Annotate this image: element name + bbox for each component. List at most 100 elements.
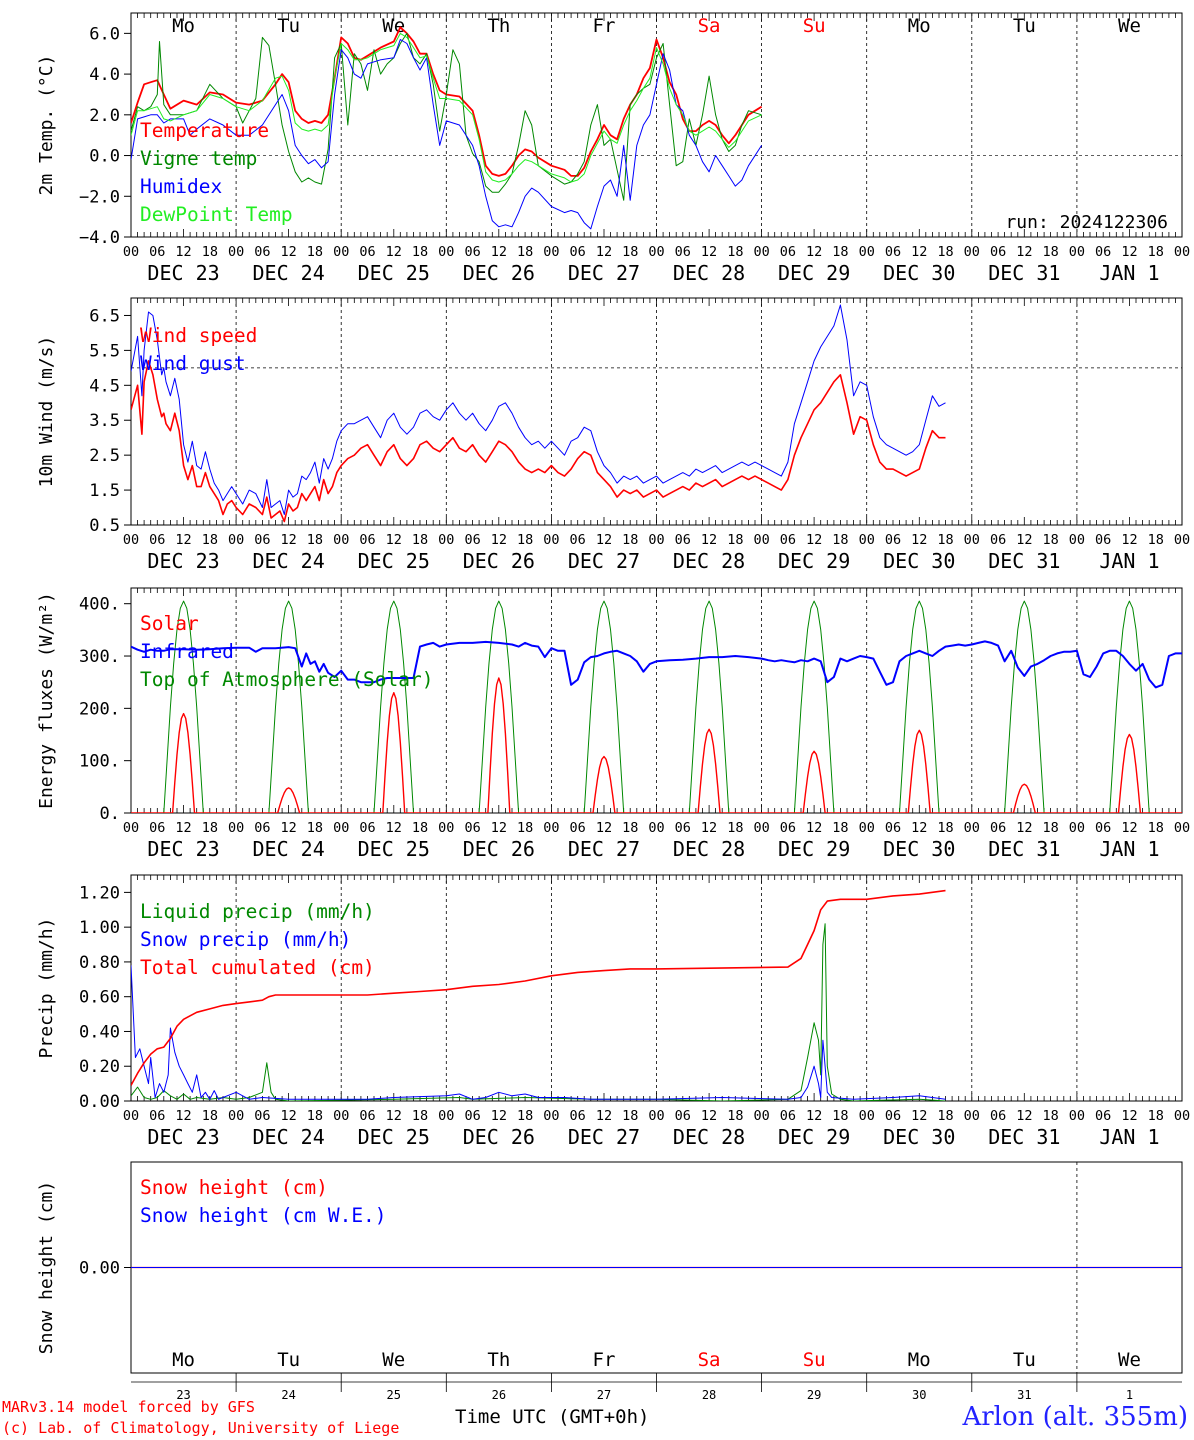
hour-tick-label: 18 <box>727 820 743 836</box>
series-line-precip-0 <box>131 923 946 1101</box>
hour-tick-label: 00 <box>228 820 244 836</box>
day-number-label: 31 <box>1017 1388 1031 1402</box>
hour-tick-label: 18 <box>622 532 638 548</box>
hour-tick-label: 00 <box>859 532 875 548</box>
weekday-label: Mo <box>908 1349 931 1371</box>
hour-tick-label: 12 <box>281 532 297 548</box>
legend-entry: Vigne temp <box>140 147 257 170</box>
hour-tick-label: 12 <box>701 1108 717 1124</box>
hour-tick-label: 12 <box>175 1108 191 1124</box>
temperature-panel: −4.0 −2.0 0.0 2.0 4.0 6.0 2m Temp. (°C) Mo Tu We T… <box>36 12 1190 285</box>
hour-tick-label: 00 <box>753 820 769 836</box>
hour-tick-label: 06 <box>885 532 901 548</box>
run-annotation: run: 2024122306 <box>1005 212 1168 233</box>
hour-tick-label: 18 <box>517 532 533 548</box>
y-tick-label: 2.5 <box>89 446 120 466</box>
hour-tick-label: 06 <box>675 820 691 836</box>
hour-tick-label: 06 <box>570 1108 586 1124</box>
hour-tick-label: 06 <box>1095 532 1111 548</box>
hour-tick-label: 06 <box>675 1108 691 1124</box>
day-number-label: 26 <box>492 1388 506 1402</box>
y-tick-label: 3.5 <box>89 411 120 431</box>
hour-tick-label: 00 <box>1174 532 1190 548</box>
hour-tick-label: 12 <box>1016 244 1032 260</box>
hour-tick-label: 18 <box>622 1108 638 1124</box>
y-tick-label: 0.40 <box>79 1022 120 1042</box>
hour-ticks <box>130 588 1183 813</box>
weekday-label: Tu <box>277 15 300 37</box>
day-number-label: 28 <box>702 1388 716 1402</box>
series-line-wind-1 <box>131 304 946 515</box>
series-group <box>131 26 763 230</box>
y-tick-label: 2.0 <box>89 106 120 126</box>
hour-tick-label: 18 <box>1042 1108 1058 1124</box>
weekday-label: Tu <box>1013 1349 1036 1371</box>
hour-tick-label: 06 <box>885 820 901 836</box>
date-label: DEC 31 <box>988 1125 1060 1149</box>
hour-tick-label: 00 <box>648 244 664 260</box>
y-tick-label: 0.0 <box>89 147 120 167</box>
hour-tick-label: 18 <box>517 820 533 836</box>
weekday-label: Fr <box>593 1349 616 1371</box>
hour-tick-label: 00 <box>543 244 559 260</box>
series-line-temperature-2 <box>131 39 763 230</box>
hour-tick-label: 06 <box>464 532 480 548</box>
date-label: DEC 30 <box>883 261 955 285</box>
date-label: DEC 26 <box>463 837 535 861</box>
series-group <box>131 889 946 1101</box>
hour-tick-label: 06 <box>254 244 270 260</box>
series-group <box>131 600 1182 813</box>
legend-entry: Liquid precip (mm/h) <box>140 900 375 923</box>
hour-tick-label: 06 <box>359 244 375 260</box>
y-axis-title: Energy fluxes (W/m²) <box>36 592 57 809</box>
hour-tick-label: 06 <box>1095 1108 1111 1124</box>
precip-panel: 0.00 0.20 0.40 0.60 0.80 1.00 1.20 Precip (mm/h… <box>36 874 1190 1149</box>
y-tick-label: 5.5 <box>89 341 120 361</box>
hour-tick-label: 00 <box>228 1108 244 1124</box>
energy-panel: 0. 100. 200. 300. 400. Energy fluxes (W/m²) 00… <box>36 587 1190 861</box>
panel-frame <box>130 587 1183 814</box>
hour-tick-label: 06 <box>780 820 796 836</box>
hour-tick-label: 18 <box>727 532 743 548</box>
hour-tick-label: 18 <box>517 1108 533 1124</box>
hour-tick-label: 18 <box>412 1108 428 1124</box>
hour-tick-label: 06 <box>780 1108 796 1124</box>
hour-tick-label: 00 <box>1069 1108 1085 1124</box>
weekday-label: Th <box>487 15 510 37</box>
hour-tick-label: 12 <box>701 532 717 548</box>
hour-tick-label: 06 <box>570 244 586 260</box>
hour-tick-label: 00 <box>333 820 349 836</box>
hour-tick-label: 12 <box>1121 244 1137 260</box>
date-label: DEC 27 <box>568 837 640 861</box>
date-label: DEC 26 <box>463 1125 535 1149</box>
day-number-label: 29 <box>807 1388 821 1402</box>
hour-tick-label: 00 <box>333 532 349 548</box>
hour-tick-label: 12 <box>596 244 612 260</box>
hour-tick-label: 00 <box>648 1108 664 1124</box>
hour-tick-label: 18 <box>1042 244 1058 260</box>
hour-tick-label: 12 <box>596 532 612 548</box>
hour-tick-label: 18 <box>622 244 638 260</box>
legend-entry: Wind gust <box>140 352 246 375</box>
y-tick-label: 0.5 <box>89 516 120 536</box>
weekday-label: Th <box>487 1349 510 1371</box>
hour-tick-label: 06 <box>254 820 270 836</box>
hour-tick-label: 06 <box>570 820 586 836</box>
hour-tick-label: 18 <box>1148 532 1164 548</box>
hour-tick-label: 12 <box>911 244 927 260</box>
hour-tick-label: 06 <box>885 1108 901 1124</box>
hour-tick-label: 12 <box>386 820 402 836</box>
weekday-label: Tu <box>1013 15 1036 37</box>
hour-ticks <box>130 298 1183 525</box>
y-tick-label: −2.0 <box>79 187 120 207</box>
hour-ticks <box>130 13 1183 237</box>
hour-tick-label: 00 <box>333 1108 349 1124</box>
weekday-label: Mo <box>908 15 931 37</box>
weekday-label: Mo <box>172 1349 195 1371</box>
hour-tick-label: 12 <box>491 820 507 836</box>
hour-tick-label: 00 <box>438 820 454 836</box>
hour-tick-label: 12 <box>386 1108 402 1124</box>
date-label: DEC 27 <box>568 261 640 285</box>
date-label: DEC 23 <box>147 549 219 573</box>
date-label: DEC 29 <box>778 837 850 861</box>
